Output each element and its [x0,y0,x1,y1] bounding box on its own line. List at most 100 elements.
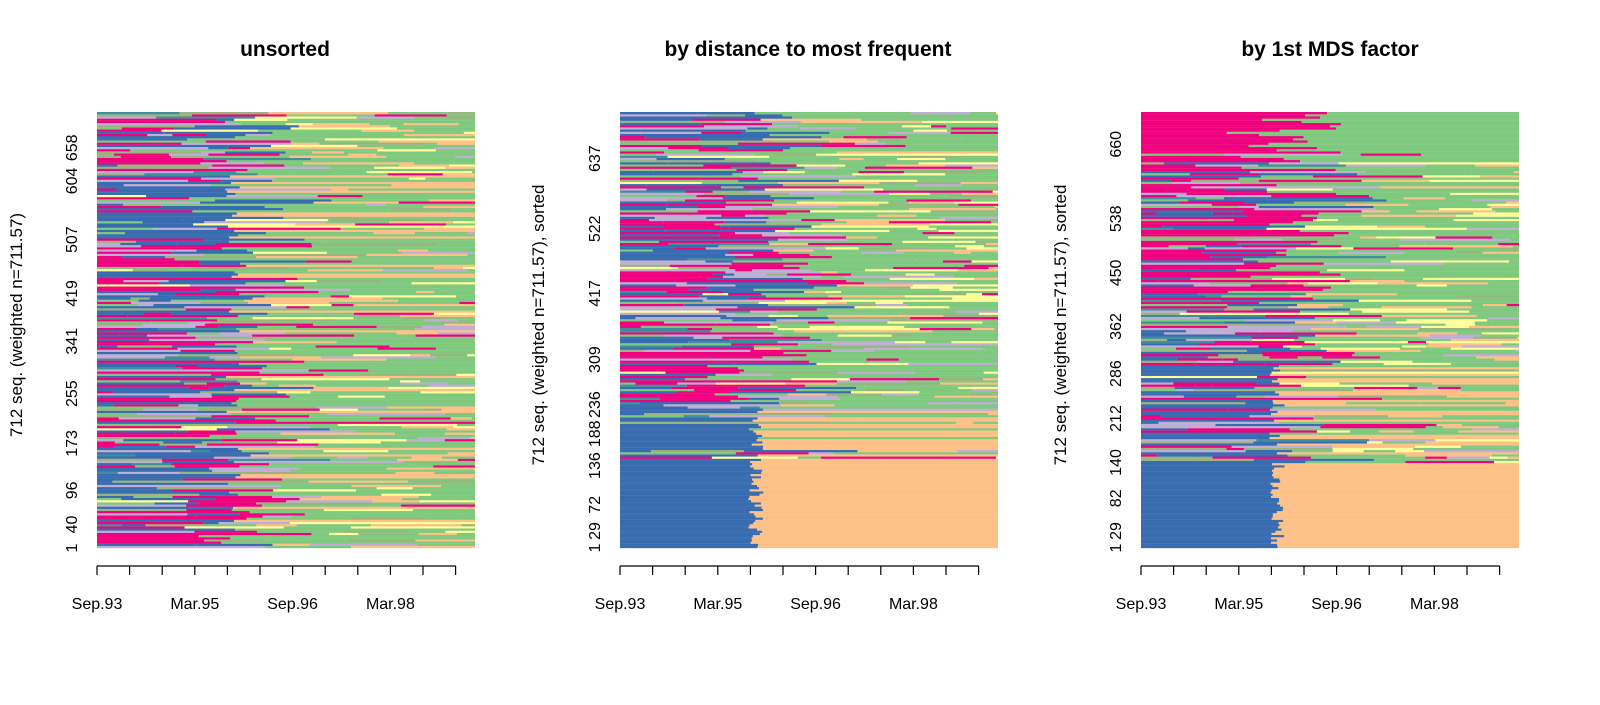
sequence-segment [1141,401,1246,405]
sequence-segment [279,153,349,156]
sequence-segment [97,207,200,211]
sequence-segment [380,441,475,444]
sequence-segment [758,543,998,546]
sequence-segment [955,244,984,248]
sequence-segment [1491,447,1519,451]
sequence-segment [1141,155,1241,158]
sequence-segment [750,541,998,544]
sequence-segment [685,190,713,193]
sequence-segment [1141,504,1281,507]
y-axis-label: 712 seq. (weighted n=711.57) [7,213,26,437]
sequence-segment [808,452,834,455]
y-tick-label: 604 [64,167,81,194]
sequence-segment [164,356,210,359]
sequence-segment [620,515,756,518]
sequence-segment [785,382,837,385]
sequence-segment [1141,439,1257,442]
sequence-segment [1141,120,1302,124]
sequence-segment [448,515,475,518]
sequence-segment [756,432,998,435]
sequence-segment [97,125,195,128]
sequence-segment [1141,445,1232,448]
sequence-segment [183,478,283,481]
sequence-segment [816,153,862,156]
sequence-segment [1221,295,1291,298]
sequence-segment [196,515,263,518]
sequence-segment [315,345,390,348]
sequence-segment [1471,299,1519,302]
sequence-segment [874,253,987,257]
sequence-segment [782,114,898,117]
sequence-segment [212,244,313,248]
sequence-segment [269,462,387,466]
sequence-segment [876,214,917,217]
y-tick-label: 658 [64,134,81,161]
y-tick-label: 309 [587,346,604,373]
sequence-segment [620,327,688,331]
sequence-segment [1445,323,1476,326]
sequence-segment [412,297,475,300]
sequence-segment [217,118,235,121]
sequence-segment [211,415,310,418]
sequence-segment [241,449,297,453]
sequence-segment [620,138,700,141]
sequence-segment [97,168,248,172]
sequence-segment [457,319,475,322]
sequence-segment [620,473,751,477]
sequence-segment [1304,340,1408,344]
sequence-segment [1141,192,1187,195]
sequence-segment [1514,170,1519,174]
sequence-segment [208,146,228,150]
sequence-segment [821,144,906,148]
sequence-segment [235,476,475,479]
sequence-segment [676,284,736,287]
sequence-segment [762,517,998,520]
sequence-segment [325,138,400,141]
sequence-segment [97,343,216,346]
sequence-segment [97,157,204,161]
sequence-segment [1319,323,1428,326]
sequence-segment [336,340,415,344]
sequence-segment [437,142,475,145]
sequence-segment [354,334,416,337]
sequence-segment [1141,521,1279,525]
sequence-segment [199,493,239,496]
sequence-segment [1505,401,1519,405]
sequence-segment [620,288,689,291]
sequence-segment [1425,456,1447,459]
sequence-segment [620,308,716,311]
sequence-segment [162,458,229,461]
sequence-segment [389,345,475,348]
y-tick-label: 188 [587,420,604,447]
sequence-segment [919,262,998,265]
sequence-segment [860,118,950,121]
sequence-segment [707,375,998,379]
sequence-segment [1279,393,1519,396]
sequence-segment [289,138,325,141]
sequence-segment [358,532,374,536]
sequence-segment [261,377,299,381]
sequence-segment [620,371,666,374]
sequence-segment [725,271,822,274]
sequence-segment [1141,190,1268,193]
sequence-segment [215,343,475,346]
sequence-segment [1141,447,1227,451]
sequence-segment [312,122,370,126]
sequence-segment [687,406,740,409]
sequence-segment [411,456,442,459]
sequence-segment [289,521,378,525]
sequence-segment [97,295,150,298]
sequence-segment [972,421,998,424]
sequence-segment [697,210,811,213]
sequence-segment [1415,445,1461,448]
sequence-segment [304,179,414,182]
sequence-segment [971,199,998,202]
sequence-segment [1264,362,1333,366]
sequence-segment [917,179,981,182]
sequence-segment [686,282,807,285]
sequence-segment [1311,295,1361,298]
sequence-segment [239,186,475,189]
sequence-segment [1436,423,1462,427]
sequence-segment [956,282,998,285]
sequence-segment [921,264,965,267]
